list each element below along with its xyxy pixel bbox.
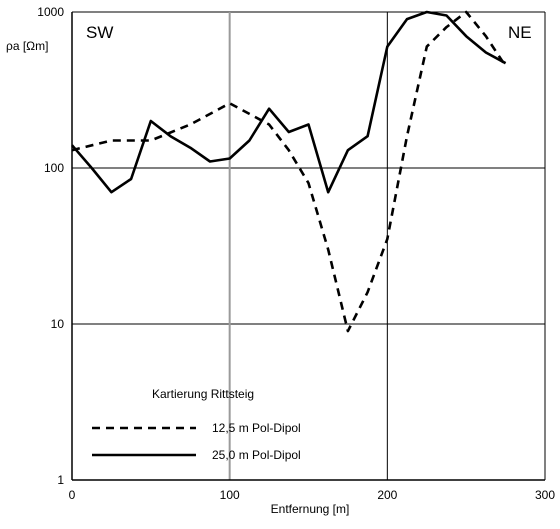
data-series (71, 10, 507, 333)
axes (71, 12, 545, 481)
x-tick-label-200: 200 (377, 488, 397, 502)
legend-label-25-0m: 25,0 m Pol-Dipol (212, 448, 301, 462)
series-line-25-0m-pol-dipol (71, 10, 507, 194)
tick-labels: 0 100 200 300 1 10 100 1000 (37, 5, 555, 502)
x-tick-label-100: 100 (220, 488, 240, 502)
x-axis-title: Entfernung [m] (271, 502, 350, 516)
y-tick-label-10: 10 (51, 317, 65, 331)
series-line-12-5m-pol-dipol (71, 10, 507, 333)
y-tick-label-100: 100 (44, 161, 64, 175)
region-label-sw: SW (86, 23, 113, 42)
y-tick-label-1: 1 (57, 473, 64, 487)
x-tick-label-300: 300 (535, 488, 555, 502)
x-tick-label-0: 0 (69, 488, 76, 502)
grid-lines (71, 11, 546, 481)
legend: Kartierung Rittsteig 12,5 m Pol-Dipol 25… (92, 387, 301, 462)
legend-label-12-5m: 12,5 m Pol-Dipol (212, 421, 301, 435)
region-label-ne: NE (508, 23, 532, 42)
y-tick-label-1000: 1000 (37, 5, 64, 19)
y-axis-title: ρa [Ωm] (6, 39, 48, 53)
legend-title: Kartierung Rittsteig (152, 387, 254, 401)
